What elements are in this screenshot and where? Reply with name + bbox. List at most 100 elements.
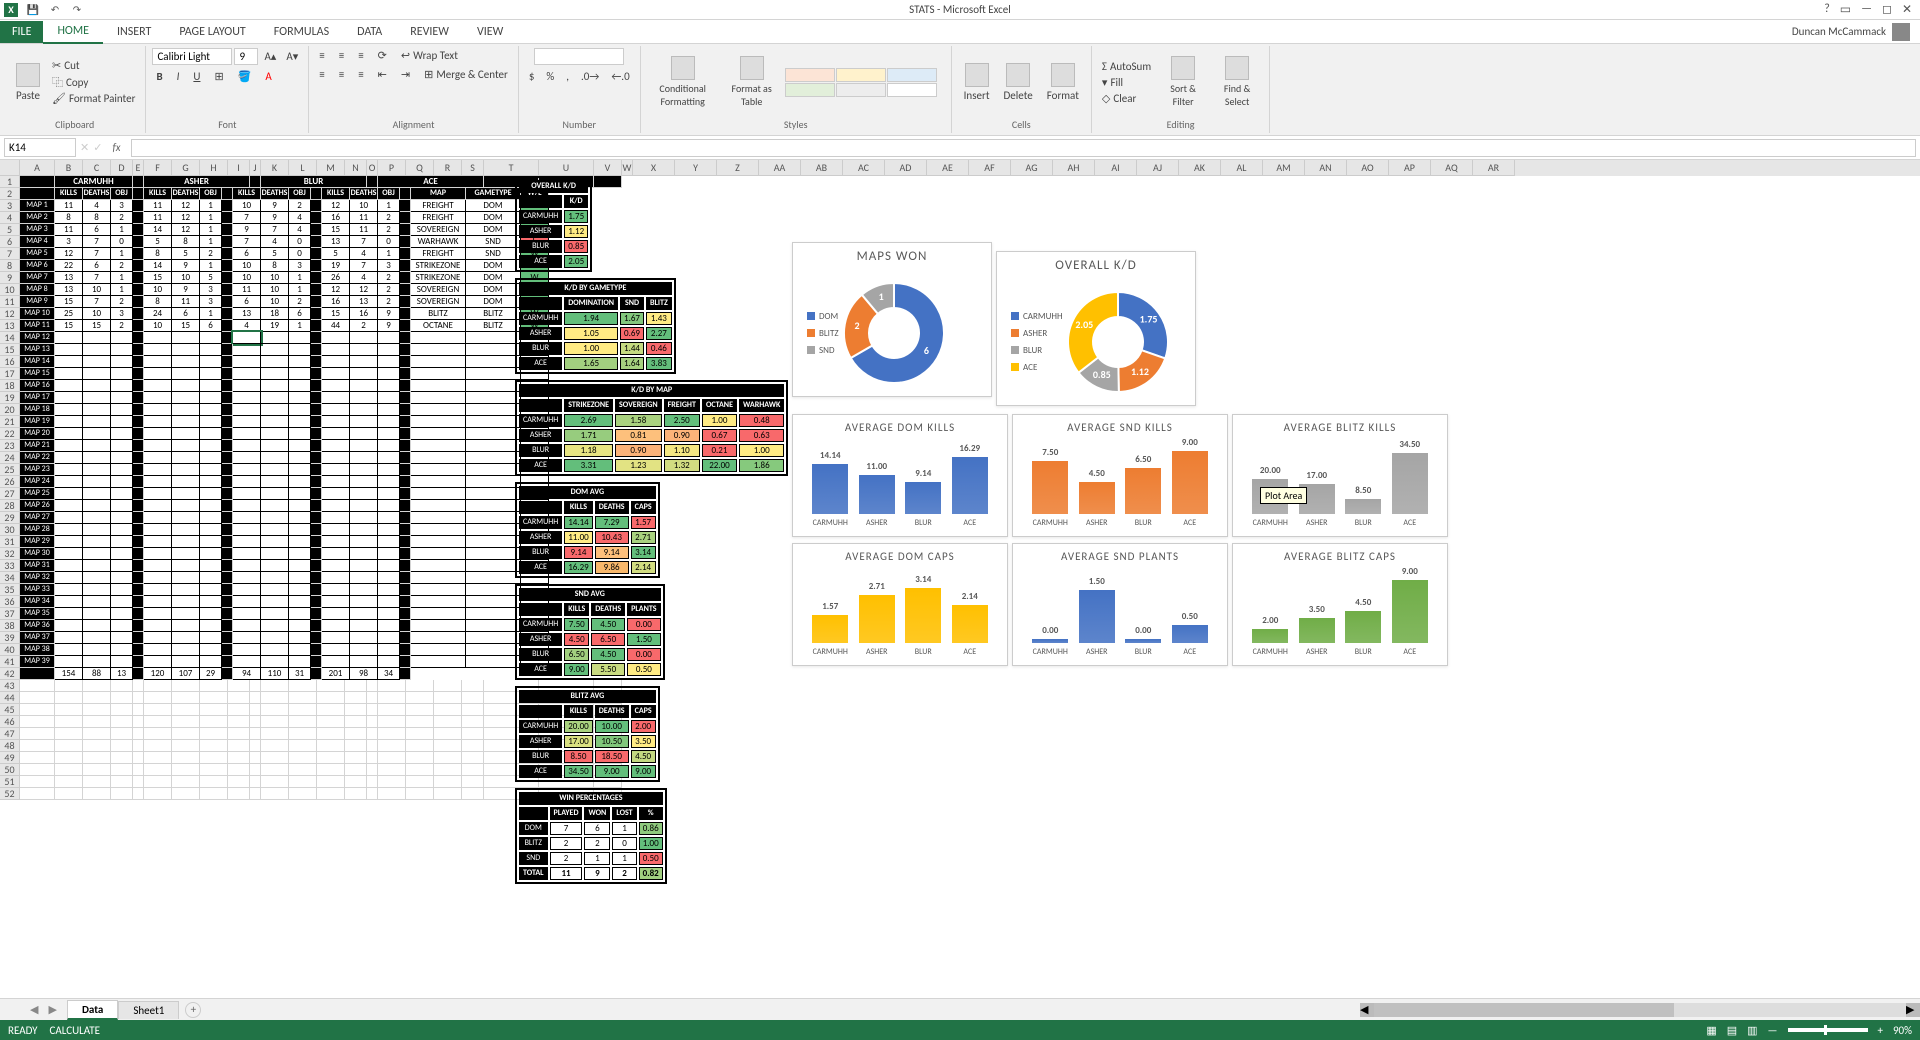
col-header[interactable]: M: [317, 160, 345, 176]
font-size-select[interactable]: [234, 48, 258, 65]
name-box[interactable]: [4, 138, 76, 157]
ribbon-options-icon[interactable]: ▭: [1840, 2, 1851, 17]
align-center-button[interactable]: ≡: [335, 67, 348, 82]
col-header[interactable]: AG: [1011, 160, 1053, 176]
increase-font-button[interactable]: A▴: [260, 48, 280, 65]
tab-review[interactable]: REVIEW: [396, 21, 463, 43]
col-header[interactable]: AP: [1389, 160, 1431, 176]
comma-button[interactable]: ,: [562, 69, 573, 84]
user-info[interactable]: Duncan McCammack: [1792, 23, 1920, 41]
dec-decimal-button[interactable]: ←.0: [607, 69, 633, 84]
fx-icon[interactable]: fx: [106, 141, 126, 154]
col-header[interactable]: AN: [1305, 160, 1347, 176]
select-all-corner[interactable]: [0, 160, 20, 176]
redo-icon[interactable]: ↷: [70, 3, 84, 17]
file-tab[interactable]: FILE: [0, 21, 43, 43]
sheet-tab-sheet1[interactable]: Sheet1: [118, 1001, 179, 1019]
zoom-out-button[interactable]: —: [1768, 1024, 1778, 1037]
sort-filter-button[interactable]: Sort & Filter: [1157, 54, 1209, 110]
col-header[interactable]: E: [133, 160, 144, 176]
col-header[interactable]: AI: [1095, 160, 1137, 176]
zoom-level[interactable]: 90%: [1893, 1024, 1912, 1037]
align-mid-button[interactable]: ≡: [335, 48, 348, 63]
donut-chart[interactable]: OVERALL K/DCARMUHHASHERBLURACE1.751.120.…: [996, 251, 1196, 406]
enter-formula-icon[interactable]: ✓: [93, 141, 102, 154]
bar-chart[interactable]: AVERAGE BLITZ KILLS20.00CARMUHH17.00ASHE…: [1232, 414, 1448, 537]
copy-button[interactable]: ⿻ Copy: [48, 73, 139, 91]
col-header[interactable]: U: [539, 160, 594, 176]
col-header[interactable]: T: [484, 160, 539, 176]
col-header[interactable]: A: [20, 160, 55, 176]
minimize-icon[interactable]: —: [1861, 2, 1872, 17]
borders-button[interactable]: ⊞: [210, 69, 227, 84]
bold-button[interactable]: B: [152, 69, 166, 84]
tab-data[interactable]: DATA: [343, 21, 396, 43]
view-normal-icon[interactable]: ▦: [1706, 1024, 1716, 1037]
add-sheet-button[interactable]: +: [185, 1002, 201, 1018]
delete-cells-button[interactable]: Delete: [998, 61, 1039, 104]
col-header[interactable]: R: [434, 160, 462, 176]
tab-home[interactable]: HOME: [43, 20, 103, 44]
col-header[interactable]: J: [250, 160, 261, 176]
col-header[interactable]: AQ: [1431, 160, 1473, 176]
bar-chart[interactable]: AVERAGE DOM CAPS1.57CARMUHH2.71ASHER3.14…: [792, 543, 1008, 666]
merge-center-button[interactable]: ⊞ Merge & Center: [420, 67, 512, 82]
decrease-font-button[interactable]: A▾: [282, 48, 302, 65]
indent-inc-button[interactable]: ⇥: [397, 67, 414, 82]
col-header[interactable]: AK: [1179, 160, 1221, 176]
font-family-select[interactable]: [152, 48, 232, 65]
col-header[interactable]: AJ: [1137, 160, 1179, 176]
number-format-select[interactable]: [534, 48, 624, 65]
donut-chart[interactable]: MAPS WONDOMBLITZSND621: [792, 242, 992, 397]
align-right-button[interactable]: ≡: [354, 67, 367, 82]
col-header[interactable]: AH: [1053, 160, 1095, 176]
currency-button[interactable]: $: [525, 69, 539, 84]
col-header[interactable]: AL: [1221, 160, 1263, 176]
format-as-table-button[interactable]: Format as Table: [721, 54, 783, 110]
tab-nav-next[interactable]: ▶: [48, 1003, 56, 1016]
col-header[interactable]: O: [367, 160, 378, 176]
col-header[interactable]: AF: [969, 160, 1011, 176]
bar-chart[interactable]: AVERAGE BLITZ CAPS2.00CARMUHH3.50ASHER4.…: [1232, 543, 1448, 666]
percent-button[interactable]: %: [542, 69, 558, 84]
col-header[interactable]: P: [378, 160, 406, 176]
col-header[interactable]: AC: [843, 160, 885, 176]
paste-button[interactable]: Paste: [10, 61, 46, 104]
autosum-button[interactable]: Σ AutoSum: [1098, 59, 1155, 74]
view-pagelayout-icon[interactable]: ▤: [1727, 1024, 1737, 1037]
col-header[interactable]: AA: [759, 160, 801, 176]
col-header[interactable]: AM: [1263, 160, 1305, 176]
col-header[interactable]: S: [462, 160, 484, 176]
bar-chart[interactable]: AVERAGE SND PLANTS0.00CARMUHH1.50ASHER0.…: [1012, 543, 1228, 666]
maximize-icon[interactable]: ◻: [1882, 2, 1892, 17]
bar-chart[interactable]: AVERAGE DOM KILLS14.14CARMUHH11.00ASHER9…: [792, 414, 1008, 537]
col-header[interactable]: AB: [801, 160, 843, 176]
zoom-slider[interactable]: [1788, 1028, 1868, 1032]
sheet-tab-data[interactable]: Data: [67, 1000, 118, 1020]
col-header[interactable]: Q: [406, 160, 434, 176]
align-top-button[interactable]: ≡: [315, 48, 328, 63]
tab-view[interactable]: VIEW: [463, 21, 517, 43]
close-icon[interactable]: ✕: [1902, 2, 1912, 17]
format-painter-button[interactable]: 🖌 Format Painter: [48, 91, 139, 106]
col-header[interactable]: B: [55, 160, 83, 176]
col-header[interactable]: K: [261, 160, 289, 176]
col-header[interactable]: G: [172, 160, 200, 176]
col-header[interactable]: AO: [1347, 160, 1389, 176]
tab-nav-prev[interactable]: ◀: [30, 1003, 38, 1016]
align-left-button[interactable]: ≡: [315, 67, 328, 82]
cell-styles-gallery[interactable]: [785, 68, 945, 97]
tab-formulas[interactable]: FORMULAS: [260, 21, 343, 43]
tab-insert[interactable]: INSERT: [103, 21, 165, 43]
help-icon[interactable]: ?: [1824, 2, 1830, 17]
orientation-button[interactable]: ⟳: [374, 48, 391, 63]
indent-dec-button[interactable]: ⇤: [374, 67, 391, 82]
conditional-formatting-button[interactable]: Conditional Formatting: [647, 54, 719, 110]
fill-button[interactable]: ▾ Fill: [1098, 75, 1155, 90]
bar-chart[interactable]: AVERAGE SND KILLS7.50CARMUHH4.50ASHER6.5…: [1012, 414, 1228, 537]
col-header[interactable]: X: [633, 160, 675, 176]
font-color-button[interactable]: A: [261, 69, 275, 84]
col-header[interactable]: Z: [717, 160, 759, 176]
col-header[interactable]: AD: [885, 160, 927, 176]
wrap-text-button[interactable]: ↩ Wrap Text: [397, 48, 462, 63]
